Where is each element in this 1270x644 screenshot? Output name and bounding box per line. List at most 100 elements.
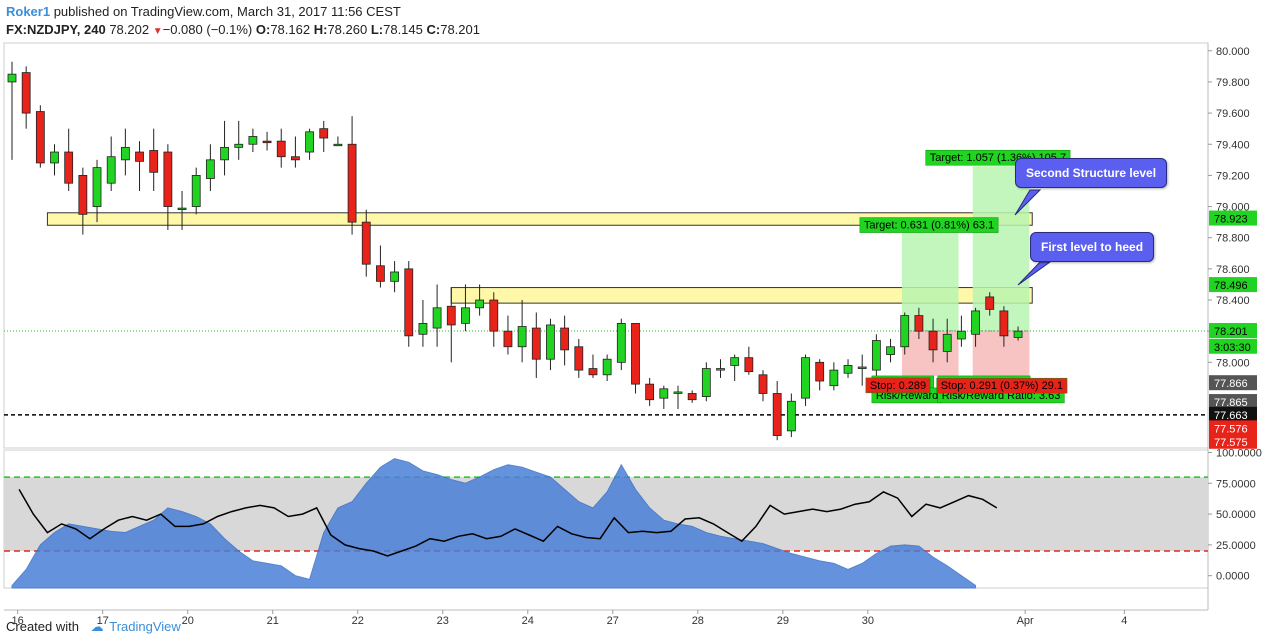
tradingview-logo-icon[interactable]: ☁ [90, 619, 104, 634]
time-tick-label: 21 [267, 615, 279, 627]
stop-label-box [936, 377, 1068, 394]
callout-pointer [1017, 261, 1052, 286]
price-tag-label: 78.496 [1214, 280, 1248, 292]
candle-body [21, 72, 31, 114]
candle-body [843, 365, 853, 374]
price-tag [1209, 433, 1257, 449]
candle-body [687, 393, 697, 401]
candle-body [659, 388, 669, 399]
candle-body [673, 391, 683, 394]
price-tick-label: 79.200 [1216, 170, 1250, 182]
candle-body [871, 340, 881, 371]
symbol-info: FX:NZDJPY, 240 78.202 ▼−0.080 (−0.1%) O:… [6, 22, 480, 37]
candle-body [7, 73, 17, 83]
structure-zone [46, 212, 1033, 226]
price-tag [1209, 375, 1257, 391]
candle-body [602, 358, 612, 376]
stop-label-box [865, 377, 931, 394]
candle-body [829, 369, 839, 387]
candle-body [106, 156, 116, 184]
oscillator-area [11, 458, 977, 589]
candle-body [886, 346, 895, 355]
candle-body [631, 322, 640, 385]
time-tick-label: Apr [1017, 615, 1034, 627]
candle-body [376, 265, 385, 282]
price-tick-label: 78.800 [1216, 233, 1250, 245]
time-tick-label: 27 [607, 615, 619, 627]
target-label-text: Target: 0.631 (0.81%) 63.1 [864, 220, 994, 232]
time-tick-label: 22 [352, 615, 364, 627]
candle-body [928, 330, 938, 351]
candle-body [503, 330, 513, 348]
candle-body [645, 383, 655, 401]
candle-body [574, 346, 584, 371]
candle-body [418, 322, 428, 335]
price-tag-label: 77.866 [1214, 378, 1248, 390]
stop-zone [972, 330, 1030, 377]
time-tick-label: 29 [777, 615, 789, 627]
time-tick-label: 28 [692, 615, 704, 627]
time-tick-label: 23 [437, 615, 449, 627]
candle-body [191, 175, 201, 207]
candle-body [446, 305, 456, 326]
high-label: H: [313, 22, 328, 37]
candle-body [971, 310, 980, 335]
candle-body [163, 151, 173, 207]
price-tag [1209, 323, 1257, 339]
candle-body [149, 150, 159, 173]
candle-body [531, 327, 541, 360]
tradingview-link[interactable]: TradingView [109, 619, 181, 634]
candle-body [361, 221, 371, 265]
candle-body [333, 143, 343, 147]
low-label: L: [370, 22, 384, 37]
candle-body [475, 299, 485, 309]
time-tick-label: 24 [522, 615, 534, 627]
candle-body [347, 143, 357, 223]
time-tick-label: 16 [12, 615, 24, 627]
osc-tick-label: 75.0000 [1216, 478, 1256, 490]
price-tag [1209, 406, 1257, 422]
author-name[interactable]: Roker1 [6, 4, 51, 19]
candle-body [248, 136, 258, 145]
candle-body [64, 151, 74, 184]
candle-body [177, 207, 187, 211]
price-tag [1209, 277, 1257, 293]
price-tag-label: 78.923 [1214, 214, 1248, 226]
target-zone [901, 232, 959, 331]
candle-body [120, 146, 130, 161]
callout-second-structure: Second Structure level [1015, 158, 1168, 188]
candle-body [730, 357, 740, 366]
created-with-text: Created with [6, 619, 79, 634]
candle-body [546, 324, 555, 360]
low-value: 78.145 [383, 22, 423, 37]
candle-body [588, 368, 598, 376]
candle-body [489, 299, 499, 332]
publish-info: Roker1 published on TradingView.com, Mar… [6, 4, 401, 19]
price-tick-label: 79.600 [1216, 108, 1250, 120]
price-tag-label: 77.865 [1214, 397, 1248, 409]
price-tag-label: 77.576 [1214, 423, 1248, 435]
price-tick-label: 78.600 [1216, 264, 1250, 276]
candle-body [701, 368, 711, 397]
candle-body [914, 315, 924, 332]
candle-body [857, 366, 867, 369]
candle-body [220, 146, 229, 161]
time-tick-label: 4 [1121, 615, 1127, 627]
candle-body [35, 111, 45, 164]
price-tag-label: 78.201 [1214, 326, 1248, 338]
candle-body [92, 167, 102, 207]
candle-body [432, 307, 442, 329]
price-tick-label: 79.800 [1216, 77, 1250, 89]
price-tick-label: 78.000 [1216, 357, 1250, 369]
candle-body [205, 159, 215, 179]
close-value: 78.201 [440, 22, 480, 37]
target-zone [972, 166, 1030, 331]
symbol-label: FX:NZDJPY, 240 [6, 22, 106, 37]
osc-tick-label: 0.0000 [1216, 571, 1250, 583]
target-label-box [859, 217, 999, 233]
osc-tick-label: 25.0000 [1216, 540, 1256, 552]
stop-label-text: Stop: 0.291 (0.37%) 29.1 [941, 380, 1063, 392]
price-tick-label: 78.400 [1216, 295, 1250, 307]
price-tag-label: 77.663 [1214, 410, 1248, 422]
